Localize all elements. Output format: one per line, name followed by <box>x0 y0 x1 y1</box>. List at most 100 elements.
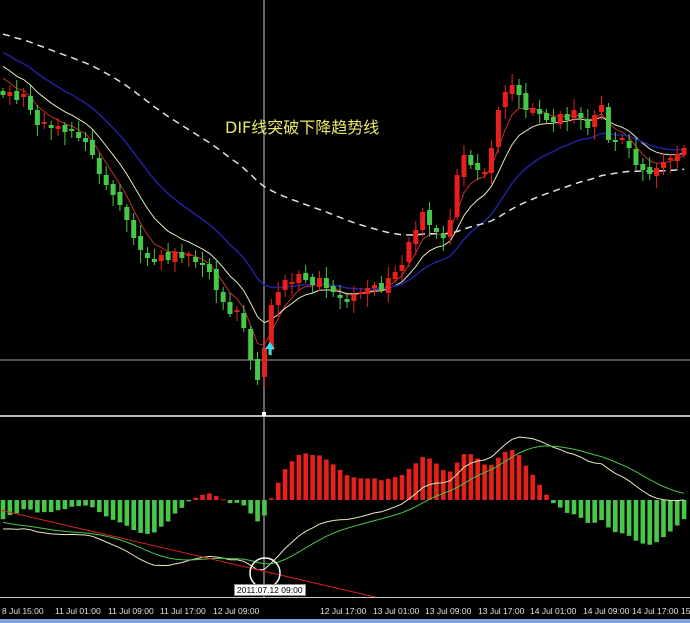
candle-body <box>316 278 322 287</box>
macd-histogram-bar <box>220 499 226 501</box>
candle-body <box>296 274 302 283</box>
candle-body <box>83 138 89 142</box>
macd-histogram-bar <box>186 500 192 502</box>
macd-histogram-bar <box>551 500 556 504</box>
macd-histogram-bar <box>427 458 432 500</box>
candle-body <box>578 113 584 118</box>
candle-body <box>440 233 446 238</box>
candle-body <box>220 292 226 302</box>
candle-body <box>21 94 27 97</box>
candle-body <box>62 125 68 132</box>
macd-histogram-bar <box>117 500 123 523</box>
macd-histogram-bar <box>502 451 508 500</box>
macd-histogram-bar <box>41 500 47 513</box>
candle-body <box>89 140 95 155</box>
macd-histogram-bar <box>317 455 322 500</box>
candle-body <box>138 236 144 250</box>
candle-body <box>509 85 515 94</box>
macd-histogram-bar <box>152 500 157 533</box>
candle-body <box>344 299 350 302</box>
candle-body <box>131 220 137 238</box>
candle-body <box>372 285 378 288</box>
candle-body <box>447 220 453 237</box>
crosshair-handle <box>262 412 266 416</box>
candle-body <box>495 110 501 147</box>
candle-body <box>427 210 433 225</box>
macd-histogram-bar <box>227 500 233 504</box>
macd-histogram-bar <box>654 500 659 543</box>
macd-histogram-bar <box>379 480 384 500</box>
macd-histogram-bar <box>516 455 522 500</box>
macd-histogram-bar <box>509 450 515 500</box>
candle-body <box>550 117 556 122</box>
candle-body <box>213 269 219 290</box>
price-chart[interactable] <box>0 0 690 597</box>
candle-body <box>0 91 6 95</box>
candle-body <box>227 302 233 314</box>
macd-histogram-bar <box>275 482 281 500</box>
macd-histogram-bar <box>619 500 625 534</box>
candle-body <box>571 110 577 118</box>
candle-body <box>117 192 123 205</box>
macd-histogram-bar <box>282 469 288 500</box>
macd-histogram-bar <box>454 462 460 500</box>
candle-body <box>179 252 185 258</box>
macd-histogram-bar <box>262 500 267 516</box>
macd-histogram-bar <box>351 477 357 500</box>
candle-body <box>151 259 157 262</box>
macd-histogram-bar <box>358 478 364 500</box>
macd-histogram-bar <box>461 454 467 500</box>
candle-body <box>667 158 673 160</box>
macd-histogram-bar <box>365 478 370 500</box>
x-tick-label: 14 Jul 09:00 <box>583 606 630 616</box>
macd-histogram-bar <box>468 454 474 500</box>
macd-histogram-bar <box>592 500 597 523</box>
candle-body <box>275 292 281 305</box>
macd-histogram-bar <box>585 500 591 523</box>
candle-body <box>454 175 460 217</box>
macd-histogram-bar <box>571 500 577 515</box>
macd-histogram-bar <box>413 463 419 500</box>
macd-histogram-bar <box>131 500 137 530</box>
candle-body <box>674 154 680 161</box>
candle-body <box>557 114 563 124</box>
candle-body <box>626 141 632 148</box>
x-tick-label: 14 Jul 17:00 <box>632 606 679 616</box>
candle-body <box>592 115 598 127</box>
macd-histogram-bar <box>564 500 570 513</box>
candle-body <box>537 109 543 114</box>
macd-histogram-bar <box>324 459 329 500</box>
macd-histogram-bar <box>447 471 453 500</box>
candle-body <box>358 292 364 294</box>
scrollbar[interactable] <box>0 619 690 623</box>
candle-body <box>200 263 206 265</box>
macd-histogram-bar <box>234 500 240 503</box>
x-tick-label: 13 Jul 09:00 <box>425 606 472 616</box>
candle-body <box>241 313 247 328</box>
x-tick-label: 11 Jul 17:00 <box>160 606 206 616</box>
candle-body <box>248 329 254 360</box>
candle-body <box>585 119 591 128</box>
macd-histogram-bar <box>28 500 33 510</box>
candle-body <box>564 114 570 120</box>
x-tick-label: 8 Jul 15:00 <box>2 606 44 616</box>
candle-body <box>96 158 102 174</box>
moving-average-line <box>2 51 685 290</box>
candle-body <box>310 277 316 285</box>
macd-histogram-bar <box>296 454 302 500</box>
macd-histogram-bar <box>110 500 116 520</box>
macd-histogram-bar <box>530 474 536 500</box>
candle-body <box>110 184 116 195</box>
macd-histogram-bar <box>179 500 185 508</box>
macd-histogram-bar <box>21 500 26 510</box>
candle-body <box>482 172 488 174</box>
macd-histogram-bar <box>138 500 143 533</box>
macd-histogram-bar <box>441 470 446 500</box>
candle-body <box>633 149 639 165</box>
macd-histogram-bar <box>14 500 20 514</box>
candle-body <box>612 140 618 142</box>
macd-histogram-bar <box>69 500 75 507</box>
x-tick-label: 11 Jul 09:00 <box>108 606 154 616</box>
candle-body <box>7 92 13 96</box>
